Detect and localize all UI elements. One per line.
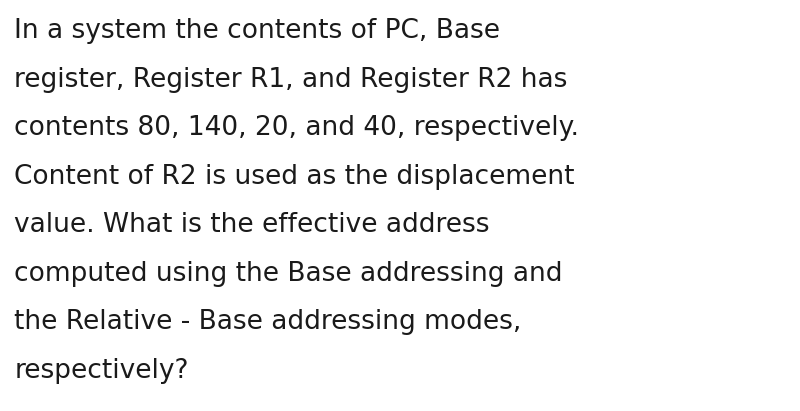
Text: register, Register R1, and Register R2 has: register, Register R1, and Register R2 h… — [14, 67, 568, 93]
Text: Content of R2 is used as the displacement: Content of R2 is used as the displacemen… — [14, 164, 575, 190]
Text: In a system the contents of PC, Base: In a system the contents of PC, Base — [14, 18, 501, 44]
Text: the Relative - Base addressing modes,: the Relative - Base addressing modes, — [14, 309, 522, 335]
Text: respectively?: respectively? — [14, 358, 189, 384]
Text: contents 80, 140, 20, and 40, respectively.: contents 80, 140, 20, and 40, respective… — [14, 115, 579, 141]
Text: value. What is the effective address: value. What is the effective address — [14, 212, 490, 238]
Text: computed using the Base addressing and: computed using the Base addressing and — [14, 261, 563, 287]
